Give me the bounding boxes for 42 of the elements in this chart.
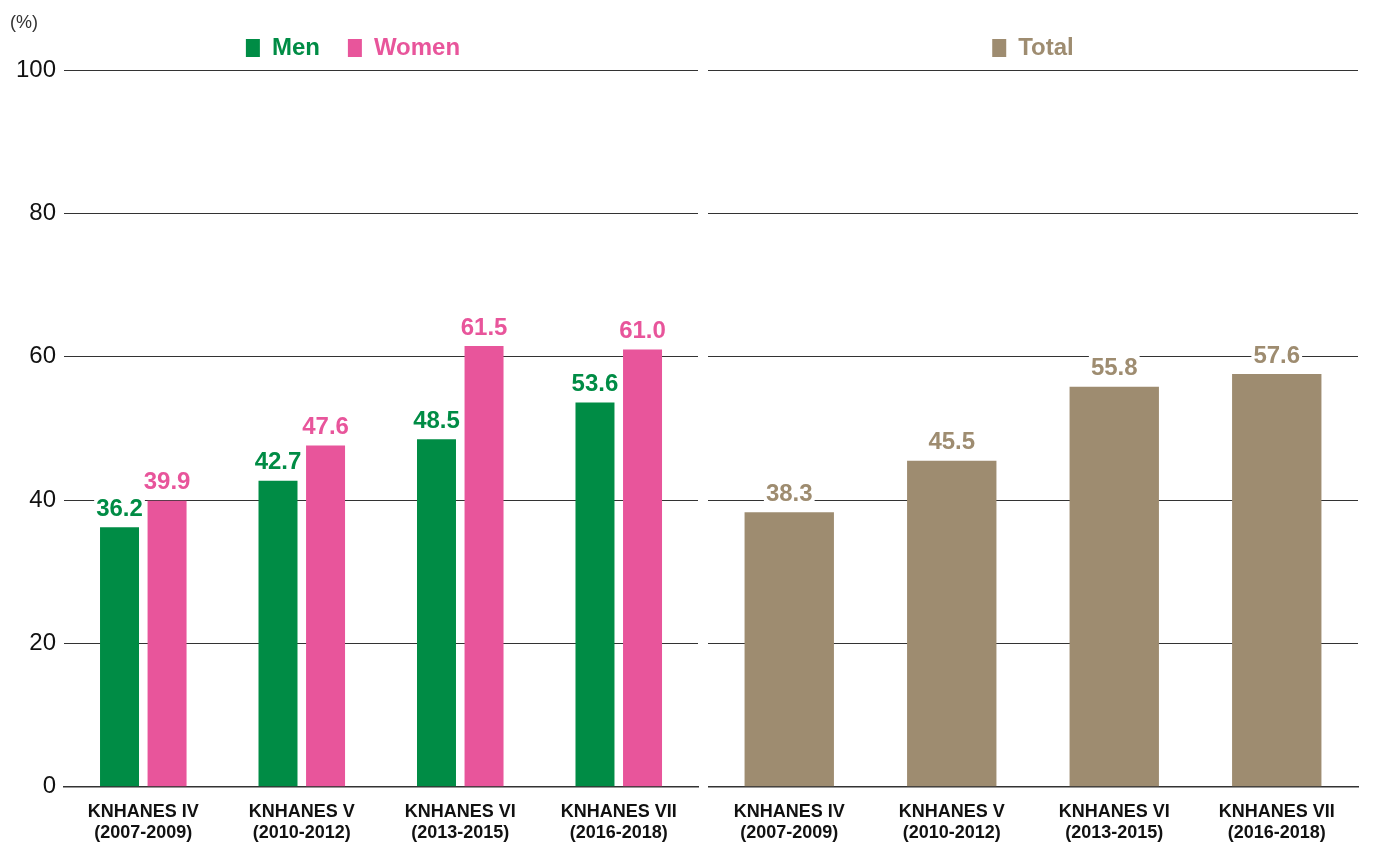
bar xyxy=(623,349,663,787)
bar xyxy=(907,460,997,787)
data-label: 48.5 xyxy=(413,405,460,433)
data-label: 47.6 xyxy=(302,412,349,440)
x-tick-label: KNHANES V (2010-2012) xyxy=(898,800,1005,843)
bar xyxy=(306,445,346,787)
legend-label: Men xyxy=(271,32,320,60)
data-label: 55.8 xyxy=(1090,353,1138,381)
bar xyxy=(417,439,456,787)
legend-label: Total xyxy=(1018,32,1074,60)
x-tick-label: KNHANES VI (2013-2015) xyxy=(1058,800,1170,843)
bar xyxy=(1069,386,1159,787)
data-label: 53.6 xyxy=(571,369,619,397)
x-tick-label: KNHANES V (2010-2012) xyxy=(248,800,355,843)
data-label: 38.3 xyxy=(765,478,813,506)
y-tick-label: 60 xyxy=(29,341,57,369)
y-tick-label: 0 xyxy=(42,771,57,799)
y-tick-label: 20 xyxy=(29,628,57,656)
data-label: 61.0 xyxy=(619,316,666,344)
x-tick-label: KNHANES VII (2016-2018) xyxy=(560,800,677,843)
data-label: 61.5 xyxy=(460,312,508,340)
y-tick-label: 100 xyxy=(16,54,57,82)
legend-label: Women xyxy=(373,32,461,60)
data-label: 36.2 xyxy=(96,493,143,521)
y-tick-label: 40 xyxy=(29,484,57,512)
bar xyxy=(575,402,615,787)
bar xyxy=(744,512,834,787)
bar xyxy=(258,480,298,787)
bar xyxy=(1232,373,1322,787)
x-tick-label: KNHANES IV (2007-2009) xyxy=(733,800,845,843)
bar xyxy=(147,500,187,787)
data-label: 57.6 xyxy=(1253,340,1301,368)
y-axis-title: (%) xyxy=(10,11,38,32)
bar xyxy=(464,345,504,787)
y-tick-label: 80 xyxy=(29,197,57,225)
bar xyxy=(100,527,140,787)
data-label: 45.5 xyxy=(928,427,976,455)
x-tick-label: KNHANES VI (2013-2015) xyxy=(404,800,516,843)
data-label: 42.7 xyxy=(254,447,302,475)
x-tick-label: KNHANES VII (2016-2018) xyxy=(1218,800,1335,843)
data-label: 39.9 xyxy=(143,467,191,495)
x-tick-label: KNHANES IV (2007-2009) xyxy=(87,800,199,843)
